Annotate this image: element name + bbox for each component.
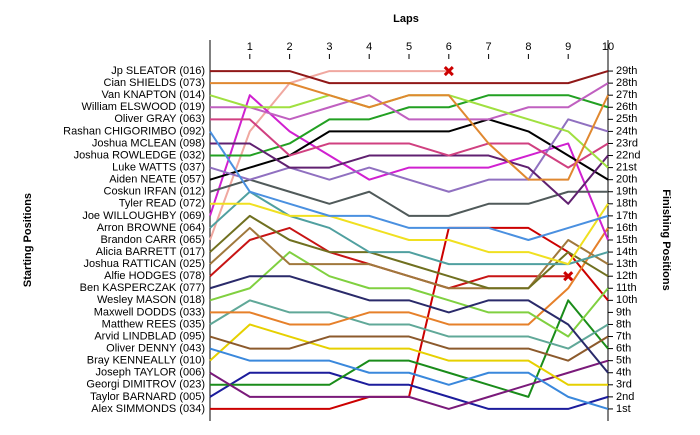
series-name: Arron BROWNE (064) [97,222,205,234]
series-name: Arvid LINDBLAD (095) [94,330,205,342]
y-tick-label: 3rd [616,379,632,391]
x-tick-label: 4 [366,41,372,53]
y-tick-label: 26th [616,101,637,113]
y-tick-label: 2nd [616,391,634,403]
x-tick-label: 6 [446,41,452,53]
x-tick-label: 7 [486,41,492,53]
x-tick-label: 9 [565,41,571,53]
series-line [209,299,609,350]
series-name: Bray KENNEALLY (010) [87,355,205,367]
series-line [210,299,609,398]
series-line [209,214,609,290]
x-tick-label: 5 [406,41,412,53]
y-tick-label: 22nd [616,149,640,161]
series-line [210,227,609,326]
y-tick-label: 21st [616,162,637,174]
y-tick-label: 16th [616,222,637,234]
y-tick-label: 15th [616,234,637,246]
series-name: Cian SHIELDS (073) [104,77,206,89]
series-name: Jp SLEATOR (016) [111,65,205,77]
series-name: Tyler READ (072) [119,198,205,210]
series-line [209,275,609,374]
x-tick-label: 8 [525,41,531,53]
y-tick-label: 9th [616,306,631,318]
y-tick-label: 14th [616,246,637,258]
series-name: Alfie HODGES (078) [104,270,205,282]
series-name: Taylor BARNARD (005) [90,391,205,403]
series-line [210,202,609,266]
y-tick-label: 29th [616,65,637,77]
y-tick-label: 20th [616,174,637,186]
y-tick-label: 24th [616,125,637,137]
series-name: Ben KASPERCZAK (077) [80,282,205,294]
series-line [210,70,609,85]
series-line [209,251,609,338]
y-axis-label-left: Starting Positions [22,193,34,287]
series-name: Oliver GRAY (063) [114,113,205,125]
series-name: Joseph TAYLOR (006) [96,367,205,379]
y-tick-label: 27th [616,89,637,101]
y-tick-label: 13th [616,258,637,270]
series-name: Alicia BARRETT (017) [96,246,205,258]
series-name: Matthew REES (035) [102,318,205,330]
series-name: William ELSWOOD (019) [82,101,205,113]
series-line [210,118,609,169]
series-name: Brandon CARR (065) [100,234,205,246]
y-tick-label: 17th [616,210,637,222]
y-tick-label: 6th [616,343,631,355]
series-line [210,82,609,121]
series-name: Joshua MCLEAN (098) [92,137,205,149]
y-tick-label: 25th [616,113,637,125]
series-name: Joshua RATTICAN (025) [84,258,205,270]
series-name: Joe WILLOUGHBY (069) [82,210,205,222]
x-tick-label: 2 [287,41,293,53]
series-line [209,335,609,362]
series-name: Oliver DENNY (043) [106,343,205,355]
series-name: Maxwell DODDS (033) [94,306,205,318]
series-name: Luke WATTS (037) [112,162,205,174]
series-name: Wesley MASON (018) [97,294,205,306]
y-tick-label: 23rd [616,137,638,149]
y-tick-label: 18th [616,198,637,210]
series-line [209,94,609,241]
y-tick-label: 28th [616,77,637,89]
series-line [209,70,449,241]
y-tick-label: 19th [616,186,637,198]
series-line [209,190,609,266]
series-name: Georgi DIMITROV (023) [86,379,205,391]
series-name: Van KNAPTON (014) [101,89,205,101]
x-tick-label: 3 [326,41,332,53]
chart-title: Laps [393,13,419,25]
y-tick-label: 12th [616,270,637,282]
series-name: Alex SIMMONDS (034) [91,403,205,415]
y-tick-label: 4th [616,367,631,379]
series-line [209,178,608,217]
series-name: Coskun IRFAN (012) [104,186,205,198]
series-line [209,347,609,410]
series-name: Rashan CHIGORIMBO (092) [63,125,205,137]
series-line [209,118,609,193]
y-tick-label: 7th [616,330,631,342]
series-name: Aiden NEATE (057) [109,174,205,186]
y-tick-label: 1st [616,403,631,415]
series-lines [209,70,609,410]
series-name: Joshua ROWLEDGE (032) [74,149,205,161]
series-line [210,94,609,157]
y-tick-label: 5th [616,355,631,367]
series-line [209,323,608,386]
y-tick-label: 10th [616,294,637,306]
retired-marker [443,66,454,77]
y-tick-label: 11th [616,282,637,294]
series-line [209,226,609,290]
y-tick-label: 8th [616,318,631,330]
x-tick-label: 10 [602,41,614,53]
retired-marker [563,271,574,282]
series-line [209,130,609,241]
x-tick-label: 1 [247,41,253,53]
y-axis-label-right: Finishing Positions [660,189,672,290]
series-line [209,371,609,410]
series-line [210,82,609,181]
